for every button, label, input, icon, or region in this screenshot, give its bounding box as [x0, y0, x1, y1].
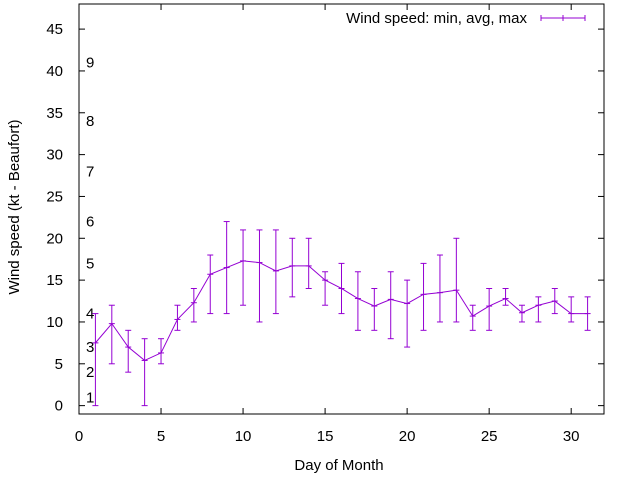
- beaufort-label: 3: [86, 339, 94, 356]
- plot-frame: [78, 3, 605, 415]
- x-tick-label: 10: [235, 428, 252, 445]
- beaufort-label: 9: [86, 55, 94, 72]
- y-tick-label: 25: [46, 188, 63, 205]
- series: [92, 221, 591, 407]
- beaufort-labels: 1 2 3 4 5 6 7 8 9: [86, 55, 94, 407]
- beaufort-label: 2: [86, 364, 94, 381]
- beaufort-label: 1: [86, 389, 94, 406]
- legend-label: Wind speed: min, avg, max: [346, 10, 527, 27]
- x-tick-label: 30: [563, 428, 580, 445]
- beaufort-label: 6: [86, 214, 94, 231]
- y-tick-label: 20: [46, 230, 63, 247]
- y-tick-label: 30: [46, 147, 63, 164]
- x-axis-label: Day of Month: [294, 457, 383, 474]
- y-tick-label: 45: [46, 21, 63, 38]
- y-tick-label: 40: [46, 63, 63, 80]
- beaufort-label: 4: [86, 306, 94, 323]
- x-tick-label: 0: [75, 428, 83, 445]
- legend: Wind speed: min, avg, max: [346, 10, 586, 27]
- y-tick-label: 15: [46, 272, 63, 289]
- y-tick-label: 35: [46, 105, 63, 122]
- x-tick-label: 20: [399, 428, 416, 445]
- beaufort-label: 5: [86, 255, 94, 272]
- y-tick-label: 0: [55, 398, 63, 415]
- x-tick-label: 15: [317, 428, 334, 445]
- tick-marks: [78, 4, 604, 414]
- y-tick-label: 5: [55, 356, 63, 373]
- x-tick-label: 5: [157, 428, 165, 445]
- beaufort-label: 7: [86, 163, 94, 180]
- series-wind-speed: [92, 221, 591, 407]
- x-tick-label: 25: [481, 428, 498, 445]
- y-tick-label: 10: [46, 314, 63, 331]
- y-axis-label: Wind speed (kt - Beaufort): [6, 119, 23, 294]
- axes: [78, 3, 605, 415]
- beaufort-label: 8: [86, 113, 94, 130]
